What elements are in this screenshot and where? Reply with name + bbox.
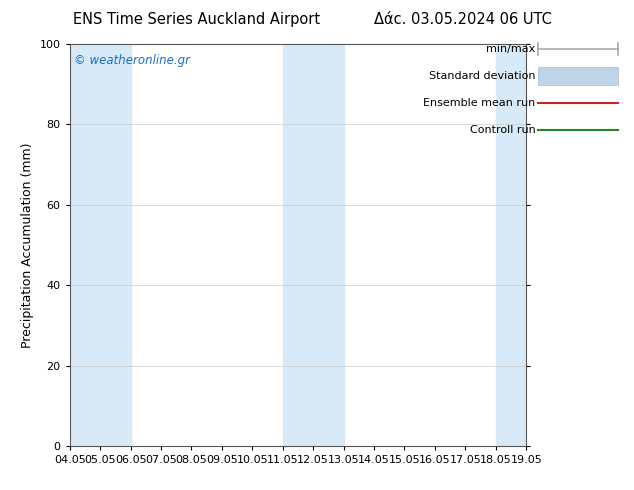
Bar: [283, 44, 344, 446]
Text: min/max: min/max: [486, 44, 536, 54]
Text: ENS Time Series Auckland Airport: ENS Time Series Auckland Airport: [73, 12, 320, 27]
Bar: [70, 44, 131, 446]
Bar: [496, 44, 526, 446]
Text: Δάϲ. 03.05.2024 06 UTC: Δάϲ. 03.05.2024 06 UTC: [374, 12, 552, 27]
Text: Standard deviation: Standard deviation: [429, 71, 536, 81]
Text: © weatheronline.gr: © weatheronline.gr: [74, 54, 190, 67]
Text: Controll run: Controll run: [470, 125, 536, 135]
Text: Ensemble mean run: Ensemble mean run: [424, 98, 536, 108]
Y-axis label: Precipitation Accumulation (mm): Precipitation Accumulation (mm): [21, 142, 34, 348]
